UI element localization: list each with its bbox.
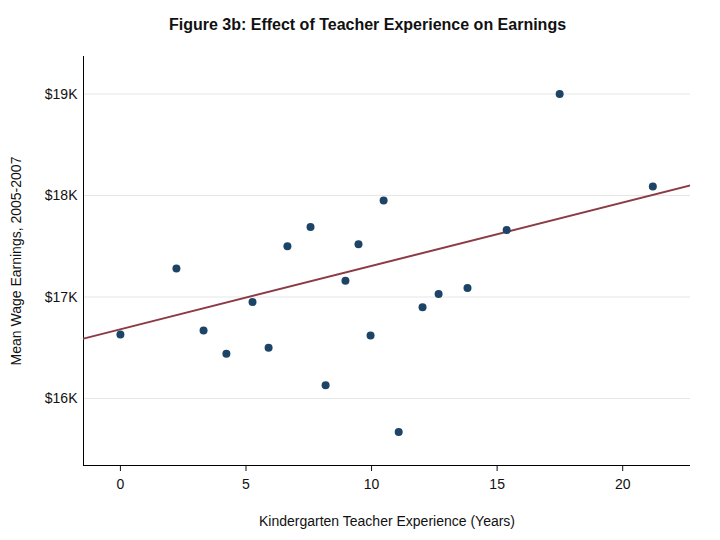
svg-text:20: 20	[615, 476, 631, 492]
html-text:Figure 3b: Effect of Teacher E: Figure 3b: Effect of Teacher Experience …	[168, 16, 567, 33]
svg-text:$19K: $19K	[45, 86, 78, 102]
svg-text:15: 15	[489, 476, 505, 492]
svg-text:Kindergarten Teacher Experienc: Kindergarten Teacher Experience (Years)	[259, 513, 515, 529]
svg-text:$17K: $17K	[45, 289, 78, 305]
svg-text:10: 10	[364, 476, 380, 492]
svg-text:Mean Wage Earnings, 2005-2007: Mean Wage Earnings, 2005-2007	[8, 156, 24, 365]
svg-text:5: 5	[242, 476, 250, 492]
svg-text:$18K: $18K	[45, 187, 78, 203]
svg-text:0: 0	[117, 476, 125, 492]
svg-text:$16K: $16K	[45, 390, 78, 406]
